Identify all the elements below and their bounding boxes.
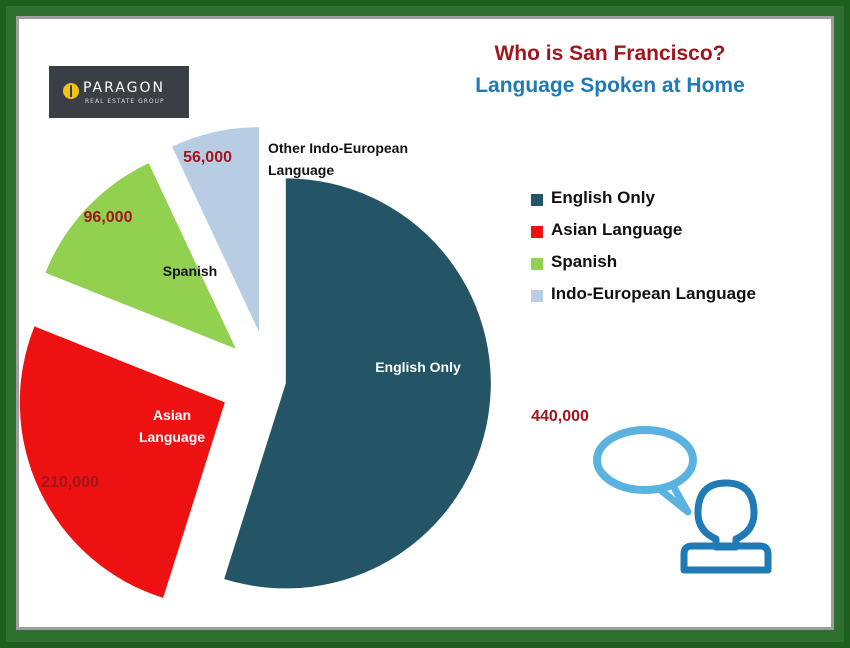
tower-icon: [63, 83, 79, 99]
pie-slice-spanish: [45, 163, 236, 349]
legend-swatch: [531, 226, 543, 238]
legend-swatch: [531, 290, 543, 302]
legend-label: Spanish: [551, 252, 618, 271]
person-icon: [680, 479, 772, 574]
slice-label-spanish: Spanish: [163, 263, 217, 279]
logo-subtitle: REAL ESTATE GROUP: [85, 98, 165, 105]
legend-swatch: [531, 258, 543, 270]
slice-label-english-only: English Only: [375, 359, 461, 375]
slice-label-asian-language: Asian Language: [139, 407, 205, 445]
paragon-logo: PARAGON REAL ESTATE GROUP: [49, 66, 189, 118]
pie-slice-indo-european-language: [172, 127, 260, 333]
pie-slice-english-only: [224, 178, 491, 589]
value-label-indo-european-language: 56,000: [183, 149, 232, 166]
person-speech-bubble-icon: [593, 426, 772, 574]
value-label-english-only: 440,000: [531, 408, 589, 425]
speech-bubble-icon: [593, 426, 697, 516]
chart-subtitle: Language Spoken at Home: [475, 74, 745, 97]
value-label-asian-language: 210,000: [41, 474, 99, 491]
legend-label: English Only: [551, 188, 655, 207]
pie-slice-asian-language: [19, 326, 225, 598]
legend-label: Indo-European Language: [551, 284, 756, 303]
logo-name: PARAGON: [83, 80, 165, 96]
legend-label: Asian Language: [551, 220, 683, 239]
chart-title: Who is San Francisco?: [494, 42, 726, 65]
slice-label-indo-european-language: Other Indo-European Language: [268, 140, 408, 178]
value-label-spanish: 96,000: [84, 209, 133, 226]
legend-swatch: [531, 194, 543, 206]
